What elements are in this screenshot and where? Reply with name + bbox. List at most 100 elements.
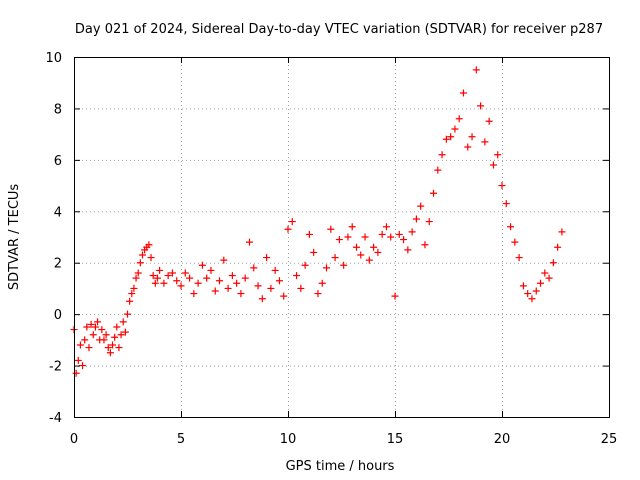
chart-title: Day 021 of 2024, Sidereal Day-to-day VTE… — [75, 22, 603, 37]
data-point — [288, 218, 296, 226]
y-tick-label: -4 — [49, 411, 62, 426]
data-point — [387, 233, 395, 241]
plot-frame — [74, 57, 610, 418]
data-point — [481, 138, 489, 146]
data-point — [258, 295, 266, 303]
data-point — [74, 356, 82, 364]
data-point — [173, 277, 181, 285]
data-point — [194, 279, 202, 287]
data-point — [340, 261, 348, 269]
data-point — [228, 272, 236, 280]
data-point — [485, 117, 493, 125]
data-point — [245, 238, 253, 246]
data-point — [352, 243, 360, 251]
data-point — [271, 266, 279, 274]
data-point — [430, 189, 438, 197]
data-point — [515, 254, 523, 262]
data-point — [280, 292, 288, 300]
data-point — [459, 89, 467, 97]
data-point — [421, 241, 429, 249]
x-axis-label: GPS time / hours — [286, 459, 395, 474]
data-point — [502, 200, 510, 208]
data-point — [425, 218, 433, 226]
data-point — [519, 282, 527, 290]
data-point — [102, 331, 110, 339]
data-point — [323, 264, 331, 272]
data-point — [357, 251, 365, 259]
data-point — [327, 225, 335, 233]
data-point — [314, 290, 322, 298]
data-point — [310, 248, 318, 256]
series-sdtvar — [70, 66, 566, 377]
data-point — [477, 102, 485, 110]
data-point — [541, 269, 549, 277]
data-point — [147, 254, 155, 262]
data-point — [417, 202, 425, 210]
data-point — [370, 243, 378, 251]
data-point — [438, 151, 446, 159]
data-point — [145, 241, 153, 249]
data-point — [284, 225, 292, 233]
data-point — [464, 143, 472, 151]
data-point — [119, 318, 127, 326]
data-point — [136, 259, 144, 267]
data-point — [81, 336, 89, 344]
data-point — [83, 323, 91, 331]
data-point — [558, 228, 566, 236]
data-point — [79, 362, 87, 370]
data-point — [378, 230, 386, 238]
data-point — [153, 274, 161, 282]
data-point — [220, 256, 228, 264]
data-point — [361, 233, 369, 241]
data-point — [408, 228, 416, 236]
data-point — [211, 287, 219, 295]
data-points — [70, 66, 566, 377]
data-point — [365, 256, 373, 264]
x-tick-label: 20 — [494, 432, 511, 447]
data-point — [128, 290, 136, 298]
data-point — [305, 230, 313, 238]
data-point — [468, 133, 476, 141]
data-point — [126, 297, 134, 305]
data-point — [524, 290, 532, 298]
data-point — [318, 279, 326, 287]
data-point — [134, 269, 142, 277]
data-point — [447, 133, 455, 141]
data-point — [224, 284, 232, 292]
data-point — [382, 223, 390, 231]
data-point — [335, 236, 343, 244]
data-point — [549, 259, 557, 267]
data-point — [545, 274, 553, 282]
data-point — [451, 125, 459, 133]
data-point — [348, 223, 356, 231]
y-tick-label: 0 — [54, 308, 62, 323]
data-point — [442, 135, 450, 143]
data-point — [537, 279, 545, 287]
data-point — [250, 264, 258, 272]
x-tick-label: 25 — [601, 432, 618, 447]
data-point — [156, 266, 164, 274]
data-point — [507, 223, 515, 231]
data-point — [301, 261, 309, 269]
x-tick-label: 15 — [387, 432, 404, 447]
data-point — [124, 310, 131, 318]
data-point — [94, 318, 102, 326]
y-tick-label: 4 — [54, 205, 62, 220]
data-point — [98, 326, 106, 334]
data-point — [198, 261, 206, 269]
data-point — [181, 269, 189, 277]
data-point — [91, 323, 99, 331]
axis-ticks: 0 5 10 15 20 25 -4 -2 0 2 4 6 8 10 — [45, 51, 617, 447]
data-point — [395, 230, 403, 238]
data-point — [297, 284, 305, 292]
data-point — [203, 274, 211, 282]
data-point — [331, 254, 339, 262]
data-point — [164, 272, 172, 280]
data-point — [106, 349, 114, 357]
data-point — [237, 290, 245, 298]
x-tick-label: 0 — [70, 432, 78, 447]
data-point — [489, 161, 497, 169]
data-point — [160, 279, 168, 287]
data-point — [138, 251, 146, 259]
